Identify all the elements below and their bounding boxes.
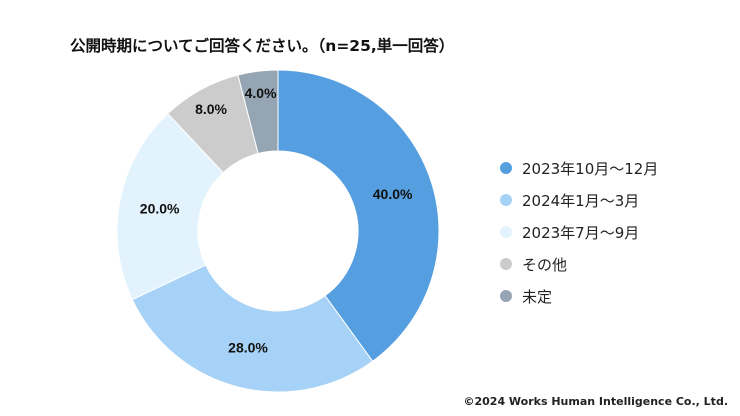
legend-marker: [500, 258, 512, 270]
copyright: ©2024 Works Human Intelligence Co., Ltd.: [463, 395, 728, 408]
data-label: 40.0%: [373, 186, 413, 202]
data-label: 4.0%: [245, 85, 277, 101]
data-label: 8.0%: [195, 101, 227, 117]
legend-label: 2024年1月～3月: [522, 191, 640, 210]
donut-slice: [277, 69, 440, 362]
legend-label: 2023年7月～9月: [522, 223, 640, 242]
legend-item: 2023年10月～12月: [500, 152, 658, 184]
legend-item: 2024年1月～3月: [500, 184, 658, 216]
donut-slice: [116, 112, 224, 301]
legend-item: 2023年7月～9月: [500, 216, 658, 248]
legend-label: 未定: [522, 287, 553, 306]
legend-marker: [500, 194, 512, 206]
legend-label: 2023年10月～12月: [522, 159, 659, 178]
legend-marker: [500, 162, 512, 174]
legend-label: その他: [522, 255, 568, 274]
legend-item: その他: [500, 248, 658, 280]
donut-slice: [237, 69, 279, 155]
legend: 2023年10月～12月 2024年1月～3月 2023年7月～9月 その他未定: [500, 152, 658, 312]
chart-title: 公開時期についてご回答ください。（n=25,単一回答）: [70, 37, 455, 55]
donut-slice: [131, 264, 374, 393]
legend-marker: [500, 226, 512, 238]
data-label: 20.0%: [140, 200, 180, 216]
legend-marker: [500, 290, 512, 302]
legend-item: 未定: [500, 280, 658, 312]
data-label: 28.0%: [228, 340, 268, 356]
